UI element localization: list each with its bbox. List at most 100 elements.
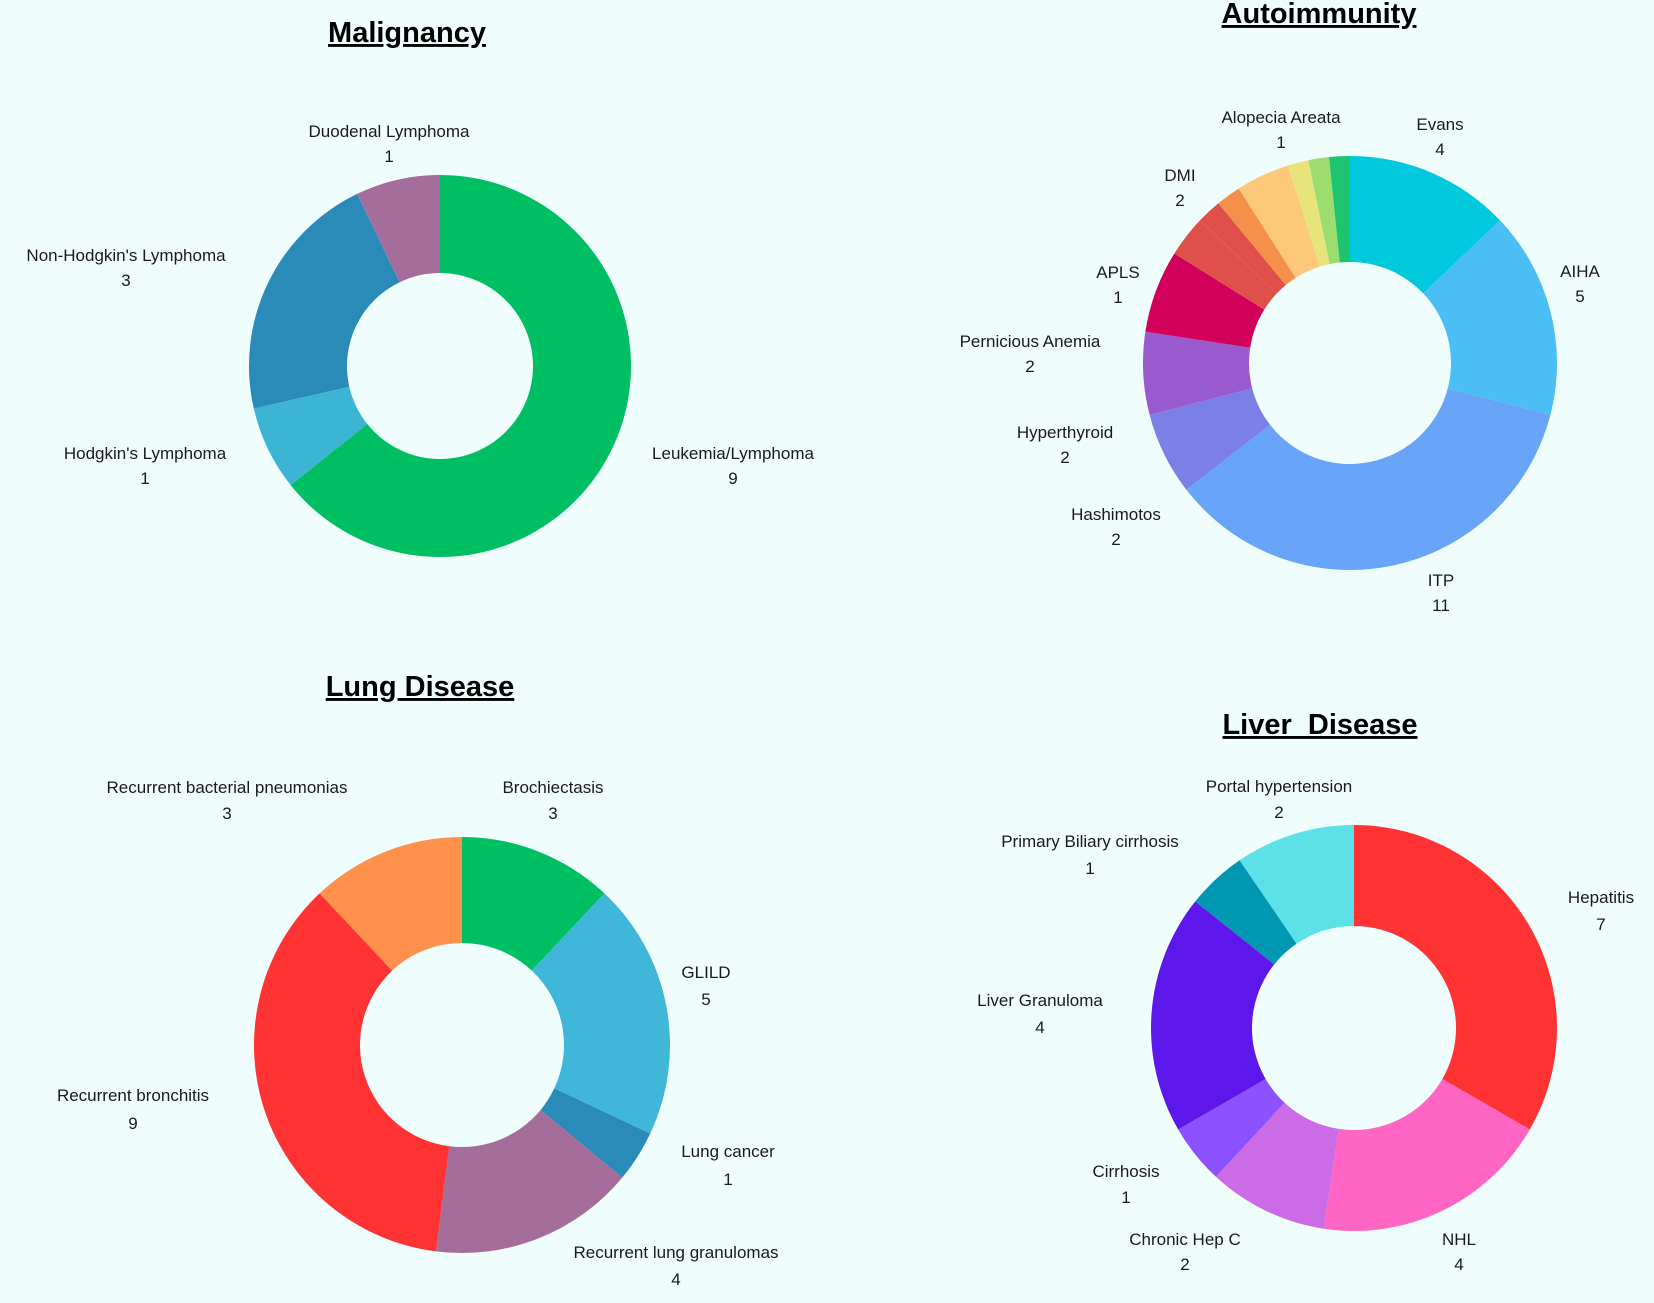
donut-slice (253, 386, 368, 486)
donut-slice (319, 837, 462, 971)
donut-slice (1239, 825, 1354, 944)
slice-label: Lung cancer (681, 1142, 775, 1161)
donut-slice (1323, 1079, 1530, 1231)
slice-label-group: Recurrent bronchitis 9 (57, 1086, 209, 1133)
slice-label: Recurrent lung granulomas (573, 1243, 778, 1262)
slice-value: 4 (1435, 140, 1444, 159)
slice-label-group: Lung cancer 1 (681, 1142, 775, 1189)
slice-label: Chronic Hep C (1129, 1230, 1241, 1249)
slice-label-group: Recurrent bacterial pneumonias 3 (107, 778, 348, 823)
donut-slice (1143, 331, 1253, 415)
slice-label-group: Leukemia/Lymphoma 9 (652, 444, 814, 488)
slice-label-group: Non-Hodgkin's Lymphoma 3 (26, 246, 226, 290)
donut-slice (1238, 165, 1320, 278)
slice-value: 2 (1175, 191, 1184, 210)
slice-value: 1 (1276, 133, 1285, 152)
slice-label: Recurrent bacterial pneumonias (107, 778, 348, 797)
slice-label: Non-Hodgkin's Lymphoma (26, 246, 226, 265)
chart-title: Autoimmunity (1222, 0, 1417, 30)
slice-label-group: Primary Biliary cirrhosis 1 (1001, 832, 1179, 878)
slice-value: 1 (1085, 859, 1094, 878)
donut-slice (253, 893, 450, 1252)
slice-label-group: GLILD 5 (681, 963, 730, 1009)
chart-title: Malignancy (328, 17, 486, 49)
slice-label: Alopecia Areata (1221, 108, 1341, 127)
donut-slice (1174, 220, 1277, 310)
slice-label: Duodenal Lymphoma (309, 122, 471, 141)
autoimmunity-slices (1143, 156, 1558, 570)
chart-title: Liver Disease (1222, 709, 1417, 741)
slice-label: Hashimotos (1071, 505, 1161, 524)
donut-slice (462, 837, 605, 971)
donut-slice (1215, 1102, 1339, 1229)
slice-value: 9 (728, 469, 737, 488)
slice-label: Pernicious Anemia (960, 332, 1101, 351)
donut-slice (531, 893, 671, 1134)
donut-slice (1145, 253, 1265, 348)
slice-value: 5 (1575, 287, 1584, 306)
slice-label: Hyperthyroid (1017, 423, 1113, 442)
slice-label-group: Recurrent lung granulomas 4 (573, 1243, 778, 1289)
donut-slice (1218, 188, 1296, 286)
slice-label-group: DMI 2 (1164, 166, 1195, 210)
slice-label: Recurrent bronchitis (57, 1086, 209, 1105)
slice-label-group: Duodenal Lymphoma 1 (309, 122, 471, 166)
slice-label-group: NHL 4 (1442, 1230, 1476, 1274)
slice-label: Cirrhosis (1092, 1162, 1159, 1181)
slice-value: 1 (1113, 288, 1122, 307)
slice-label: Brochiectasis (502, 778, 603, 797)
donut-slice (435, 1110, 623, 1254)
slice-label-group: Cirrhosis 1 (1092, 1162, 1159, 1207)
slice-label-group: Hashimotos 2 (1071, 505, 1161, 549)
chart-title: Lung Disease (326, 671, 515, 703)
slice-value: 1 (384, 147, 393, 166)
slice-label: Liver Granuloma (977, 991, 1103, 1010)
slice-label: Primary Biliary cirrhosis (1001, 832, 1179, 851)
donut-slice (1186, 388, 1551, 570)
malignancy-panel: Malignancy Leukemia/Lymphoma 9 Hodgkin's… (26, 17, 814, 558)
liver-disease-slices (1151, 825, 1557, 1231)
slice-label-group: Chronic Hep C 2 (1129, 1230, 1241, 1274)
slice-value: 3 (121, 271, 130, 290)
donut-slice (249, 193, 400, 409)
slice-label-group: Hepatitis 7 (1568, 888, 1634, 934)
donut-slice (1149, 388, 1271, 490)
slice-value: 2 (1274, 803, 1283, 822)
slice-label: ITP (1428, 571, 1454, 590)
donut-slice (357, 175, 440, 283)
slice-value: 5 (701, 990, 710, 1009)
slice-value: 1 (723, 1170, 732, 1189)
slice-label: Hodgkin's Lymphoma (64, 444, 227, 463)
slice-value: 2 (1111, 530, 1120, 549)
slice-value: 9 (128, 1114, 137, 1133)
slice-value: 4 (1035, 1018, 1044, 1037)
slice-value: 3 (548, 804, 557, 823)
slice-label-group: Evans 4 (1416, 115, 1463, 159)
slice-label: NHL (1442, 1230, 1476, 1249)
slice-label-group: Pernicious Anemia 2 (960, 332, 1101, 376)
slice-label: Evans (1416, 115, 1463, 134)
slice-label-group: AIHA 5 (1560, 262, 1600, 306)
lung-disease-slices (253, 837, 671, 1254)
slice-label-group: Portal hypertension 2 (1206, 777, 1352, 822)
lung-disease-panel: Lung Disease Brochiectasis 3 GLILD 5 Lun… (57, 671, 779, 1289)
slice-label: Hepatitis (1568, 888, 1634, 907)
donut-slice (540, 1088, 651, 1178)
slice-value: 4 (671, 1270, 680, 1289)
slice-label-group: Hodgkin's Lymphoma 1 (64, 444, 227, 488)
slice-value: 2 (1180, 1255, 1189, 1274)
donut-slice (290, 175, 631, 558)
autoimmunity-panel: Autoimmunity Evans 4 AIHA 5 ITP 11 Hashi… (960, 0, 1601, 615)
donut-slice (1350, 156, 1501, 294)
slice-label-group: Alopecia Areata 1 (1221, 108, 1341, 152)
slice-label-group: ITP 11 (1428, 571, 1454, 615)
slice-label: Leukemia/Lymphoma (652, 444, 814, 463)
slice-label: DMI (1164, 166, 1195, 185)
liver-disease-panel: Liver Disease Hepatitis 7 NHL 4 Chronic … (977, 709, 1634, 1274)
slice-value: 7 (1596, 915, 1605, 934)
donut-slice (1178, 1079, 1285, 1177)
slice-label-group: Brochiectasis 3 (502, 778, 603, 823)
donut-slice (1329, 156, 1350, 263)
slice-label: GLILD (681, 963, 730, 982)
